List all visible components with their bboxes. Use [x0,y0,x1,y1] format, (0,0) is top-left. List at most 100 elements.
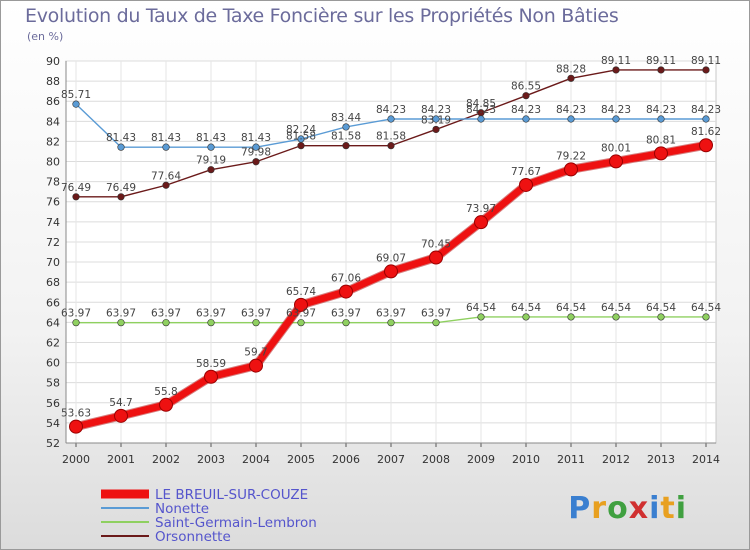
data-label: 84.23 [691,104,721,116]
y-tick-label: 72 [46,236,60,249]
data-label: 84.23 [466,104,496,116]
data-point [297,135,305,143]
data-label: 84.23 [646,104,676,116]
data-point [162,319,170,327]
series-group [69,66,713,434]
data-label: 85.71 [61,89,91,101]
data-label: 81.43 [151,132,181,144]
data-label: 81.43 [106,132,136,144]
x-tick-label: 2009 [467,453,495,466]
y-tick-label: 84 [46,115,60,128]
data-point [342,142,350,150]
data-point [702,115,710,123]
data-label: 89.11 [691,55,721,67]
data-point [567,115,575,123]
data-label: 80.81 [646,134,676,146]
y-tick-label: 76 [46,196,60,209]
x-tick-label: 2010 [512,453,540,466]
y-tick-label: 78 [46,176,60,189]
data-label: 64.54 [466,302,496,314]
data-label: 89.11 [646,55,676,67]
x-tick-label: 2003 [197,453,225,466]
data-point [297,142,305,150]
data-point [612,115,620,123]
data-label: 64.54 [601,302,631,314]
data-point [204,369,218,384]
data-point [387,115,395,123]
y-tick-label: 88 [46,75,60,88]
y-tick-label: 64 [46,316,60,329]
data-label: 84.23 [556,104,586,116]
data-point [249,358,263,373]
data-point [522,92,530,100]
x-tick-label: 2004 [242,453,270,466]
data-point [612,66,620,74]
data-point [69,419,83,434]
data-point [699,138,713,153]
data-label: 64.54 [646,302,676,314]
data-point [72,319,80,327]
data-point [114,408,128,423]
unit-label: (en %) [27,30,64,43]
y-tick-label: 58 [46,377,60,390]
y-tick-label: 68 [46,276,60,289]
data-label: 88.28 [556,63,586,75]
data-point [657,115,665,123]
logo-letter: t [660,491,676,526]
data-label: 82.24 [286,124,316,136]
data-label: 64.54 [511,302,541,314]
legend-label: Orsonnette [155,529,231,545]
data-point [207,166,215,174]
data-point [117,319,125,327]
data-label: 67.06 [331,273,361,285]
data-label: 77.67 [511,166,541,178]
data-label: 84.23 [421,104,451,116]
data-point [159,397,173,412]
y-tick-label: 86 [46,95,60,108]
y-tick-label: 82 [46,135,60,148]
logo-letter: o [607,491,629,526]
data-label: 84.23 [511,104,541,116]
data-point [342,123,350,131]
data-label: 54.7 [109,397,132,409]
x-tick-label: 2002 [152,453,180,466]
data-point [702,313,710,321]
data-label: 81.58 [376,131,406,143]
data-point [297,319,305,327]
data-point [384,264,398,279]
data-label: 63.97 [331,308,361,320]
y-tick-label: 74 [46,216,60,229]
data-label: 81.58 [331,131,361,143]
x-tick-label: 2012 [602,453,630,466]
y-tick-label: 52 [46,437,60,450]
data-point [162,143,170,151]
data-label: 84.23 [601,104,631,116]
data-label: 63.97 [421,308,451,320]
data-point [432,125,440,134]
y-tick-label: 54 [46,417,60,430]
y-tick-label: 80 [46,156,60,169]
data-point [657,66,665,74]
data-label: 81.43 [241,132,271,144]
x-tick-label: 2000 [62,453,90,466]
data-point [252,143,260,151]
data-point [294,297,308,312]
logo-letter: i [675,491,687,526]
data-label: 79.98 [241,147,271,159]
legend-label: Nonette [155,501,209,517]
data-label: 59.7 [244,347,267,359]
y-tick-label: 90 [46,55,60,68]
data-label: 81.62 [691,126,721,138]
data-label: 63.97 [151,308,181,320]
data-label: 83.19 [421,114,451,126]
data-label: 81.43 [196,132,226,144]
data-label: 63.97 [376,308,406,320]
data-label: 76.49 [106,182,136,194]
data-point [519,177,533,192]
data-point [387,142,395,150]
legend-label: LE BREUIL-SUR-COUZE [155,487,308,503]
legend: LE BREUIL-SUR-COUZENonetteSaint-Germain-… [101,487,317,545]
data-point [474,215,488,230]
data-point [564,162,578,177]
